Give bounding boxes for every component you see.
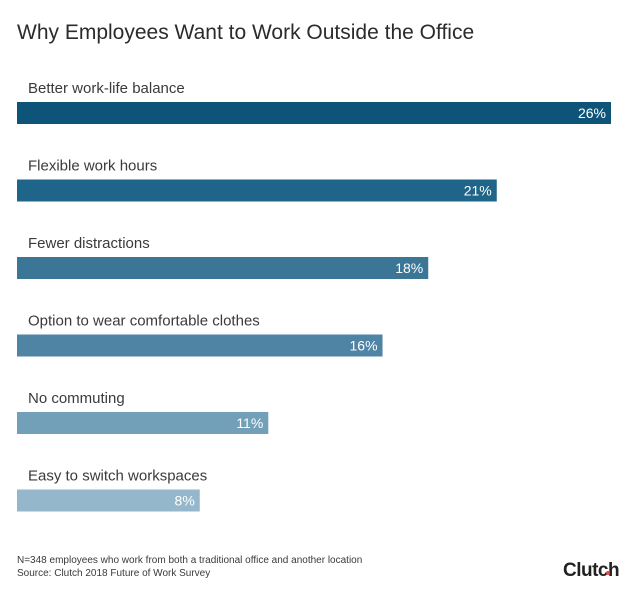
footnote: N=348 employees who work from both a tra… <box>17 554 362 580</box>
bar <box>17 489 200 512</box>
clutch-logo: Clutch <box>563 560 620 582</box>
brand-dot-icon <box>606 571 611 575</box>
category-label: No commuting <box>28 390 125 407</box>
value-label: 16% <box>350 338 378 354</box>
bar <box>17 334 383 357</box>
category-label: Flexible work hours <box>28 158 157 175</box>
category-label: Better work-life balance <box>28 80 185 97</box>
bar <box>17 412 269 434</box>
value-label: 21% <box>464 183 492 199</box>
value-label: 11% <box>236 415 263 431</box>
value-label: 18% <box>395 260 423 276</box>
bar-chart: Better work-life balance 26% Flexible work… <box>17 80 611 512</box>
value-label: 26% <box>578 105 606 121</box>
value-label: 8% <box>175 493 195 509</box>
chart-title: Why Employees Want to Work Outside the O… <box>17 21 475 44</box>
bar <box>17 102 611 124</box>
bar <box>17 257 429 279</box>
category-label: Fewer distractions <box>28 235 150 252</box>
category-label: Easy to switch workspaces <box>28 468 207 485</box>
brand-name: Clutch <box>563 560 620 581</box>
sample-note: N=348 employees who work from both a tra… <box>17 555 363 566</box>
category-label: Option to wear comfortable clothes <box>28 313 260 330</box>
source-note: Source: Clutch 2018 Future of Work Surve… <box>17 568 211 579</box>
bar <box>17 179 497 202</box>
